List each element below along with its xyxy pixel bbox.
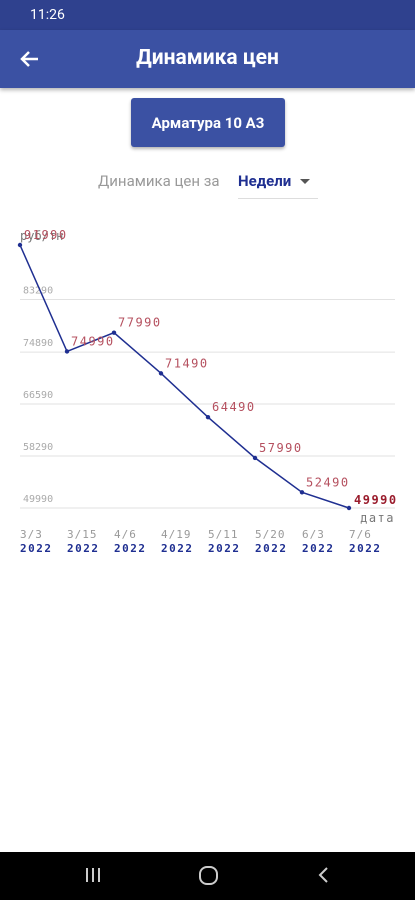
clock: 11:26 — [30, 7, 65, 23]
y-tick-label: 49990 — [23, 494, 53, 505]
point — [205, 415, 211, 420]
point — [346, 505, 352, 511]
nav-bar — [0, 852, 415, 900]
point — [17, 242, 23, 248]
x-axis-label: дата — [360, 511, 395, 525]
y-tick-label: 83290 — [23, 285, 53, 296]
x-tick-year: 2022 — [20, 542, 53, 555]
back-button[interactable] — [18, 47, 42, 71]
y-tick-label: 58290 — [23, 442, 53, 453]
chart: 49990 58290 66590 74890 83290 руб/тн дата 91990… — [17, 228, 398, 555]
data-label: 57990 — [259, 441, 303, 455]
point — [252, 455, 258, 461]
x-tick-year: 2022 — [255, 542, 288, 555]
x-tick-label: 6/3 — [302, 528, 325, 541]
status-bar: 11:26 — [0, 0, 415, 30]
x-tick-year: 2022 — [349, 542, 382, 555]
x-tick-label: 3/15 — [67, 528, 98, 541]
x-tick-label: 7/6 — [349, 528, 372, 541]
data-label: 49990 — [354, 493, 398, 507]
point — [158, 371, 164, 376]
x-tick-year: 2022 — [302, 542, 335, 555]
data-label: 77990 — [118, 316, 162, 330]
x-tick-label: 4/6 — [114, 528, 137, 541]
data-label: 52490 — [306, 475, 350, 489]
dropdown-arrow — [300, 179, 311, 184]
data-label: 74990 — [71, 334, 115, 348]
point — [111, 330, 117, 335]
price-line — [19, 244, 350, 509]
data-label: 71490 — [165, 356, 209, 370]
x-tick-year: 2022 — [67, 542, 100, 555]
x-tick-label: 5/11 — [208, 528, 239, 541]
y-tick-label: 66590 — [23, 390, 53, 401]
y-tick-label: 74890 — [23, 338, 53, 349]
point — [64, 349, 70, 354]
x-tick-year: 2022 — [208, 542, 241, 555]
data-label: 91990 — [24, 228, 68, 242]
x-tick-label: 4/19 — [161, 528, 192, 541]
x-tick-year: 2022 — [114, 542, 147, 555]
app-bar: Динамика цен — [0, 30, 415, 88]
point — [299, 490, 305, 495]
product-button[interactable]: Арматура 10 А3 — [131, 98, 285, 147]
x-tick-year: 2022 — [161, 542, 194, 555]
dropdown-value: Недели — [238, 172, 292, 190]
period-label: Динамика цен за — [98, 172, 220, 190]
x-tick-label: 5/20 — [255, 528, 286, 541]
title: Динамика цен — [136, 46, 279, 70]
y-axis-label: руб/тн — [20, 229, 63, 243]
period-dropdown[interactable]: Недели — [238, 172, 318, 199]
x-tick-label: 3/3 — [20, 528, 43, 541]
nav-icons — [86, 866, 328, 885]
data-label: 64490 — [212, 400, 256, 414]
